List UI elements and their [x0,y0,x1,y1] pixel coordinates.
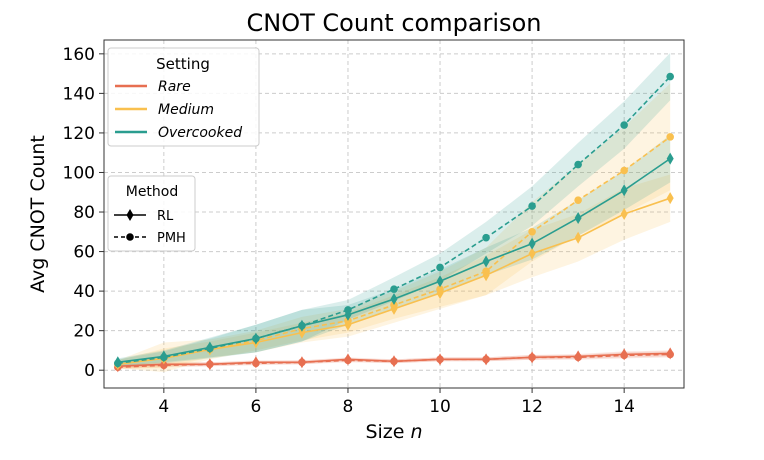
x-tick-label: 6 [250,397,261,417]
y-tick-label: 120 [63,124,95,144]
y-tick-label: 80 [73,203,95,223]
legend-setting: Setting Rare Medium Overcooked [107,47,260,147]
legend-box [107,47,260,147]
x-tick-label: 10 [429,397,451,417]
point-medium-pmh [528,227,536,236]
point-medium-rl [666,192,674,205]
point-medium-pmh [482,267,490,276]
point-medium-pmh [574,196,582,204]
point-rare-pmh [482,355,490,364]
point-overcooked-pmh [206,344,214,353]
point-overcooked-pmh [114,359,122,368]
point-overcooked-pmh [620,121,628,129]
point-rare-pmh [620,351,628,360]
y-tick-label: 60 [73,243,95,263]
point-rare-pmh [298,358,306,367]
x-tick-label: 14 [613,397,635,417]
y-axis-label: Avg CNOT Count [27,135,49,293]
y-tick-label: 0 [84,361,95,381]
legend-marker-circle [126,233,134,241]
y-tick-label: 40 [73,282,95,302]
point-rare-pmh [344,356,352,365]
legend-label: Medium [158,102,214,118]
point-overcooked-rl [436,275,444,288]
chart-title: CNOT Count comparison [247,9,542,37]
point-medium-rl [574,231,582,244]
x-tick-label: 8 [343,397,354,417]
point-overcooked-pmh [574,160,582,169]
point-overcooked-rl [620,184,628,197]
legend-title: Setting [156,55,210,73]
point-overcooked-pmh [436,263,444,272]
y-tick-label: 20 [73,322,95,342]
point-overcooked-pmh [344,306,352,314]
point-medium-rl [528,247,536,260]
point-rare-pmh [528,353,536,362]
point-overcooked-pmh [160,353,168,362]
x-axis-label: Size n [365,421,422,443]
point-rare-pmh [390,357,398,366]
legend-marker-diamond [126,209,134,221]
point-overcooked-rl [482,255,490,268]
point-overcooked-rl [666,152,674,165]
y-tick-label: 160 [63,45,95,65]
point-rare-pmh [206,360,214,369]
y-tick-label: 140 [63,84,95,104]
legend-label: Rare [158,79,191,95]
point-overcooked-pmh [666,72,674,81]
x-tick-label: 4 [158,397,169,417]
legend-title: Method [126,184,179,200]
band-medium-rl [117,174,671,369]
plot-frame [103,39,685,389]
point-medium-pmh [666,133,674,141]
point-overcooked-rl [390,293,398,306]
legend-method: Method RL PMH [107,175,196,252]
point-overcooked-rl [574,211,582,224]
point-overcooked-pmh [252,334,260,343]
point-overcooked-pmh [390,285,398,293]
y-tick-label: 100 [63,163,95,183]
point-rare-pmh [160,361,168,370]
point-rare-pmh [252,359,260,368]
point-overcooked-pmh [482,233,490,242]
legend-label: Overcooked [158,125,242,141]
point-medium-pmh [620,166,628,175]
x-tick-label: 12 [521,397,543,417]
legend-box [107,175,196,252]
point-medium-rl [620,208,628,220]
point-overcooked-pmh [528,202,536,210]
point-rare-pmh [436,355,444,364]
point-rare-pmh [574,353,582,362]
point-overcooked-pmh [298,321,306,330]
legend-label: RL [157,209,174,224]
legend-label: PMH [157,231,186,246]
point-medium-pmh [436,285,444,293]
point-rare-pmh [666,350,674,359]
point-overcooked-rl [528,237,536,250]
